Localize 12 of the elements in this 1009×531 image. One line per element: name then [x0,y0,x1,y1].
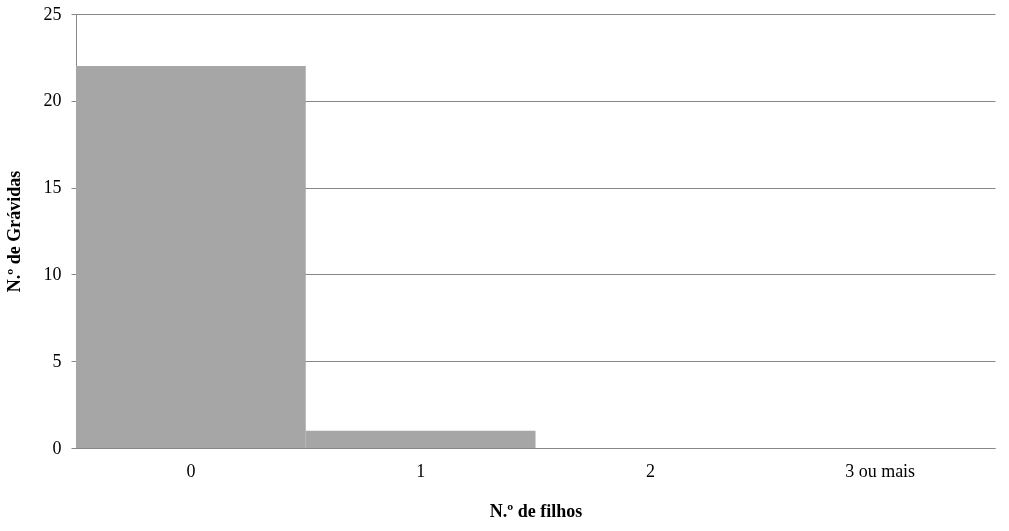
y-axis-title: N.º de Grávidas [3,170,24,293]
x-tick-label: 1 [416,460,426,481]
y-tick-label: 15 [43,177,62,198]
x-tick-label: 0 [186,460,196,481]
x-tick-label: 3 ou mais [845,460,916,481]
y-tick-label: 5 [52,350,62,371]
x-axis-title: N.º de filhos [489,500,583,521]
y-tick-label: 25 [43,3,62,24]
y-tick-label: 0 [52,437,62,458]
x-tick-label: 2 [645,460,655,481]
y-tick-label: 20 [43,90,62,111]
y-tick-label: 10 [43,263,62,284]
